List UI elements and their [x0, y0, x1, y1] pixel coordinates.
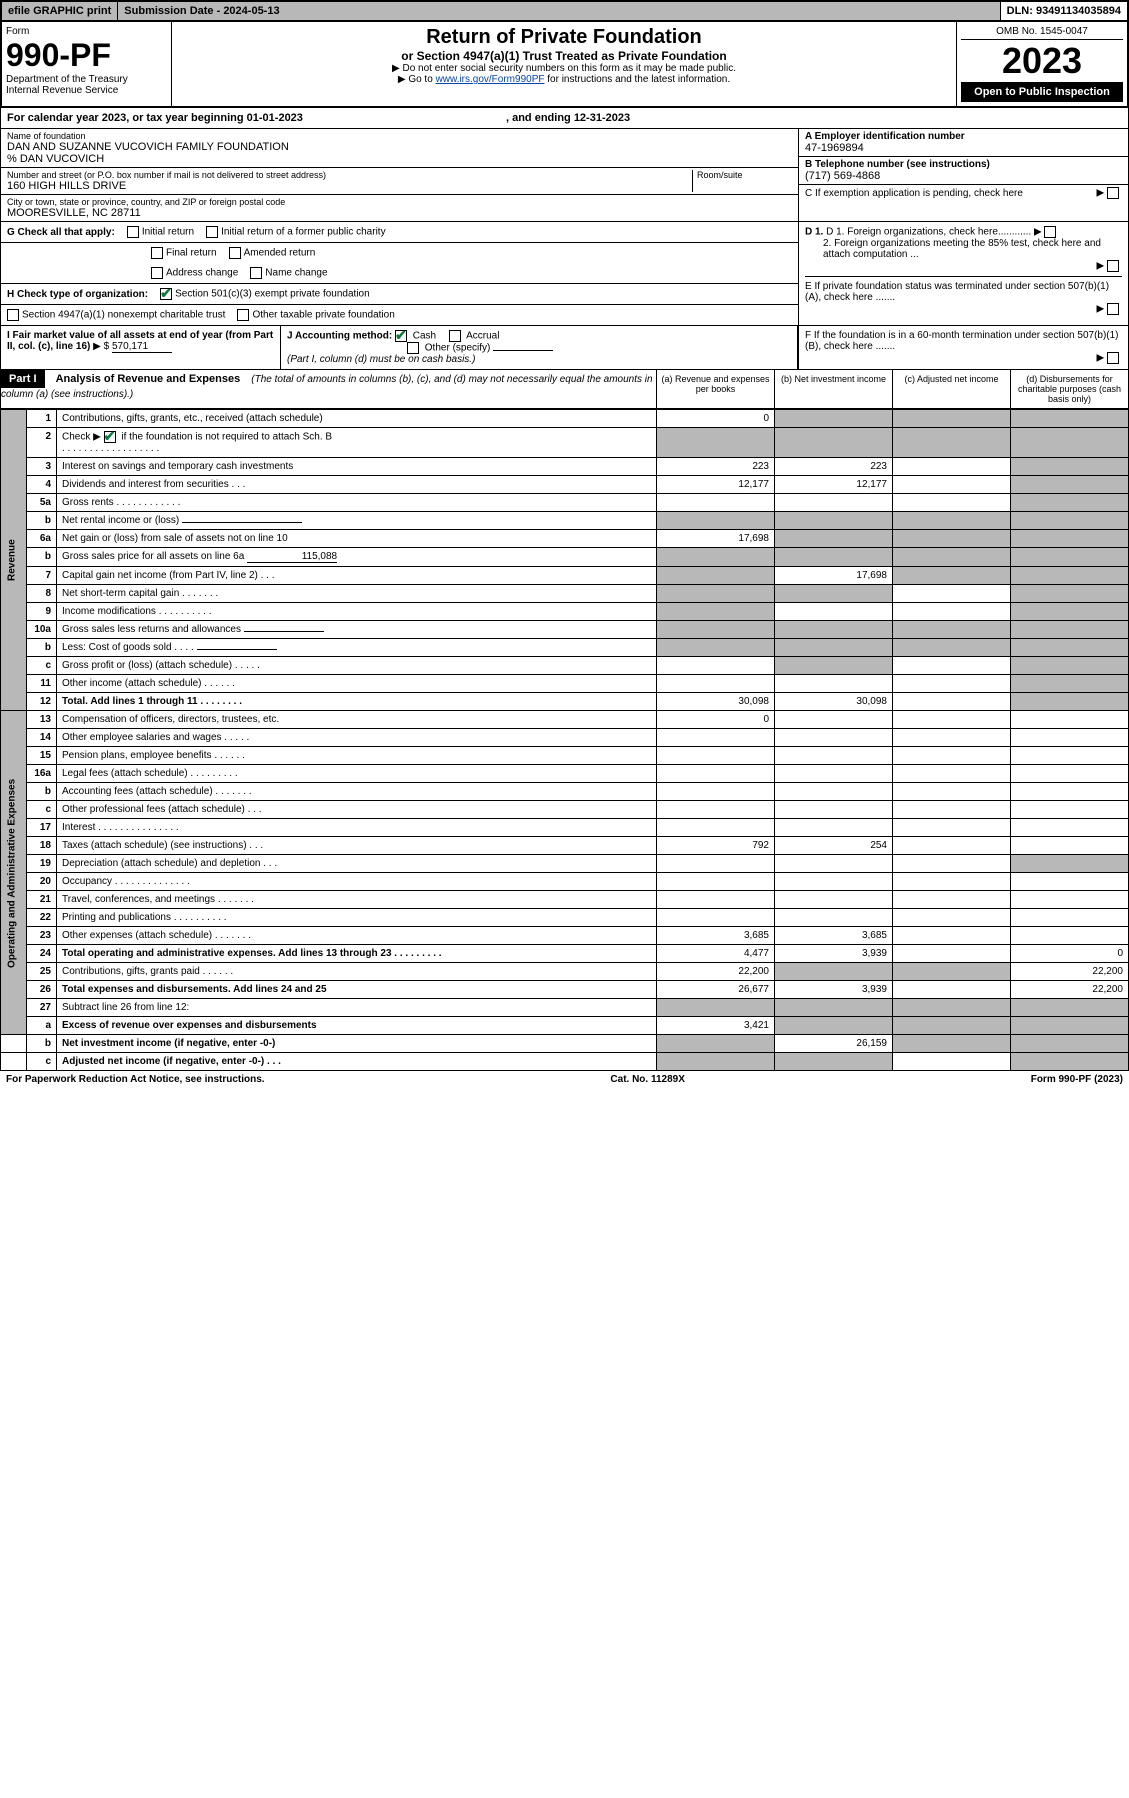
efile-label: efile GRAPHIC print [2, 2, 118, 20]
cb-sch-b[interactable] [104, 431, 116, 443]
i-j-block: I Fair market value of all assets at end… [0, 326, 1129, 370]
expenses-side: Operating and Administrative Expenses [1, 711, 27, 1035]
form-number: 990-PF [6, 37, 167, 74]
entity-block: Name of foundation DAN AND SUZANNE VUCOV… [0, 129, 1129, 222]
g-h-block: G Check all that apply: Initial return I… [0, 222, 1129, 326]
irs-link[interactable]: www.irs.gov/Form990PF [436, 74, 545, 85]
form-subtitle: or Section 4947(a)(1) Trust Treated as P… [176, 49, 952, 63]
cb-initial-return[interactable] [127, 226, 139, 238]
cb-other-method[interactable] [407, 342, 419, 354]
top-bar: efile GRAPHIC print Submission Date - 20… [0, 0, 1129, 22]
dept-label: Department of the Treasury [6, 74, 167, 85]
cb-other-taxable[interactable] [237, 309, 249, 321]
name-label: Name of foundation [7, 131, 792, 141]
care-of: % DAN VUCOVICH [7, 153, 792, 165]
omb-number: OMB No. 1545-0047 [961, 26, 1123, 40]
part1-header-row: Part I Analysis of Revenue and Expenses … [0, 370, 1129, 409]
col-b: (b) Net investment income [774, 370, 892, 408]
j-note: (Part I, column (d) must be on cash basi… [287, 354, 475, 365]
note-ssn: ▶ Do not enter social security numbers o… [176, 63, 952, 74]
cat-no: Cat. No. 11289X [610, 1074, 684, 1085]
cb-4947a1[interactable] [7, 309, 19, 321]
telephone: (717) 569-4868 [805, 170, 1122, 182]
revenue-side: Revenue [1, 410, 27, 711]
page-footer: For Paperwork Reduction Act Notice, see … [0, 1071, 1129, 1088]
cb-d2[interactable] [1107, 260, 1119, 272]
g-label: G Check all that apply: [7, 227, 115, 238]
j-label: J Accounting method: [287, 331, 392, 342]
dln: DLN: 93491134035894 [1001, 2, 1127, 20]
c-label: C If exemption application is pending, c… [805, 188, 1023, 199]
cb-d1[interactable] [1044, 226, 1056, 238]
col-d: (d) Disbursements for charitable purpose… [1010, 370, 1128, 408]
form-header: Form 990-PF Department of the Treasury I… [0, 22, 1129, 108]
cb-f[interactable] [1107, 352, 1119, 364]
addr-label: Number and street (or P.O. box number if… [7, 170, 692, 180]
form-ref: Form 990-PF (2023) [1031, 1074, 1123, 1085]
form-title: Return of Private Foundation [176, 26, 952, 49]
cb-cash[interactable] [395, 330, 407, 342]
col-a: (a) Revenue and expenses per books [656, 370, 774, 408]
city-state-zip: MOORESVILLE, NC 28711 [7, 207, 792, 219]
submission-date: Submission Date - 2024-05-13 [118, 2, 1000, 20]
cb-name-change[interactable] [250, 267, 262, 279]
street-address: 160 HIGH HILLS DRIVE [7, 180, 692, 192]
room-label: Room/suite [697, 170, 792, 180]
note-goto: ▶ Go to www.irs.gov/Form990PF for instru… [176, 74, 952, 85]
calendar-year: For calendar year 2023, or tax year begi… [0, 108, 1129, 129]
cb-accrual[interactable] [449, 330, 461, 342]
tax-year: 2023 [961, 40, 1123, 82]
e-label: E If private foundation status was termi… [805, 276, 1122, 303]
cb-final-return[interactable] [151, 247, 163, 259]
f-label: F If the foundation is in a 60-month ter… [805, 330, 1122, 352]
cb-address-change[interactable] [151, 267, 163, 279]
cb-501c3[interactable] [160, 288, 172, 300]
part1-table: Revenue 1Contributions, gifts, grants, e… [0, 409, 1129, 1071]
cb-initial-former[interactable] [206, 226, 218, 238]
city-label: City or town, state or province, country… [7, 197, 792, 207]
fmv-value: 570,171 [112, 341, 172, 353]
col-c: (c) Adjusted net income [892, 370, 1010, 408]
cb-e[interactable] [1107, 303, 1119, 315]
cb-amended-return[interactable] [229, 247, 241, 259]
paperwork-notice: For Paperwork Reduction Act Notice, see … [6, 1074, 265, 1085]
h-label: H Check type of organization: [7, 289, 148, 300]
open-public: Open to Public Inspection [961, 82, 1123, 102]
d2-label: 2. Foreign organizations meeting the 85%… [805, 238, 1122, 260]
d1-label: D 1. D 1. Foreign organizations, check h… [805, 226, 1122, 238]
irs-label: Internal Revenue Service [6, 85, 167, 96]
tel-label: B Telephone number (see instructions) [805, 159, 1122, 170]
ein-label: A Employer identification number [805, 131, 1122, 142]
foundation-name: DAN AND SUZANNE VUCOVICH FAMILY FOUNDATI… [7, 141, 792, 153]
c-checkbox[interactable] [1107, 187, 1119, 199]
form-label: Form [6, 26, 167, 37]
ein: 47-1969894 [805, 142, 1122, 154]
